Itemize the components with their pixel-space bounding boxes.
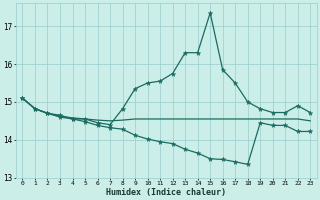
X-axis label: Humidex (Indice chaleur): Humidex (Indice chaleur)	[106, 188, 226, 197]
